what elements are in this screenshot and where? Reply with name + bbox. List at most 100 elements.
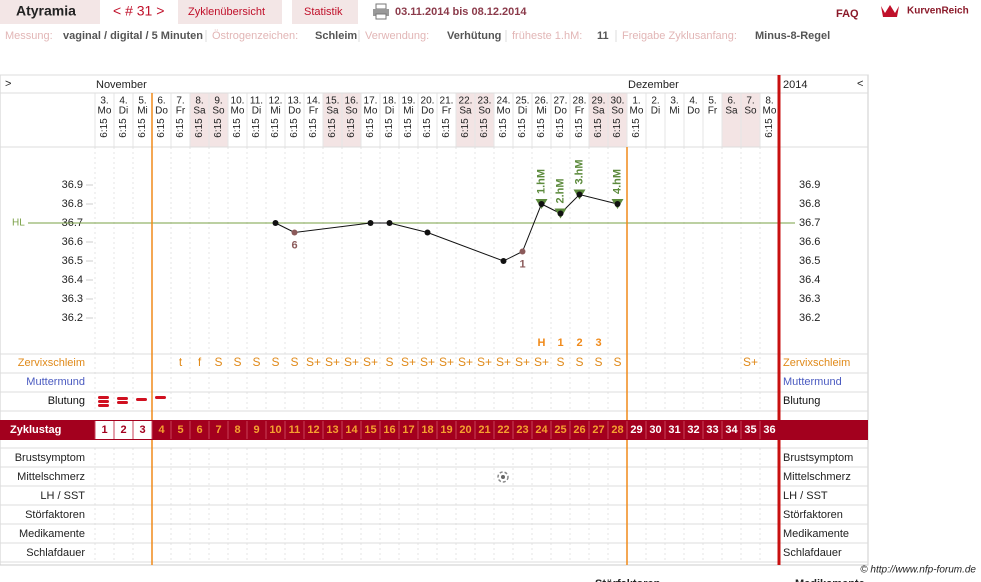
row-label: Schlafdauer — [783, 547, 842, 559]
day-weekday: Do — [687, 106, 700, 117]
row-label: Mittelschmerz — [783, 471, 851, 483]
cervix-value: S — [556, 355, 564, 369]
nav-left[interactable]: > — [5, 78, 11, 90]
day-weekday: So — [345, 106, 358, 117]
day-weekday: Do — [554, 106, 567, 117]
day-weekday: Di — [119, 106, 128, 117]
day-time: 6:15 — [536, 118, 547, 138]
day-weekday: Do — [421, 106, 434, 117]
temperature-label: 6 — [291, 239, 297, 251]
day-time: 6:15 — [118, 118, 129, 138]
day-date: 17. — [364, 96, 378, 107]
row-label: Schlafdauer — [26, 547, 85, 559]
cervix-value: S+ — [344, 355, 359, 369]
weekend-shade — [475, 93, 494, 147]
day-weekday: Mo — [364, 106, 378, 117]
day-weekday: Mo — [231, 106, 245, 117]
temperature-point — [386, 220, 393, 226]
y-tick-label: 36.7 — [799, 217, 820, 229]
day-weekday: Fr — [309, 106, 319, 117]
cycle-day: 21 — [478, 424, 490, 436]
cycle-day: 14 — [345, 424, 358, 436]
y-tick-label: 36.5 — [799, 255, 820, 267]
logo-icon — [881, 5, 899, 17]
day-time: 6:15 — [498, 118, 509, 138]
day-date: 29. — [592, 96, 606, 107]
cycle-day: 29 — [630, 424, 642, 436]
day-weekday: Di — [385, 106, 394, 117]
day-date: 4. — [119, 96, 127, 107]
tab-bg — [178, 0, 282, 24]
cycle-day: 26 — [573, 424, 585, 436]
day-weekday: Do — [155, 106, 168, 117]
row-label: LH / SST — [783, 490, 828, 502]
cycle-day: 1 — [101, 424, 107, 436]
name-box — [0, 0, 100, 24]
cycle-band-start — [95, 421, 152, 439]
weekend-shade — [323, 93, 342, 147]
temperature-point — [614, 201, 621, 207]
cervix-value: S+ — [325, 355, 340, 369]
day-weekday: Mi — [669, 106, 680, 117]
cycle-day: 31 — [668, 424, 680, 436]
day-time: 6:15 — [213, 118, 224, 138]
weekend-shade — [722, 93, 741, 147]
day-date: 5. — [708, 96, 716, 107]
row-label: Zervixschleim — [18, 357, 85, 369]
day-date: 8. — [195, 96, 203, 107]
hm-label: 2.hM — [554, 178, 566, 203]
cycle-day: 24 — [535, 424, 548, 436]
day-weekday: So — [611, 106, 624, 117]
day-weekday: Sa — [725, 106, 738, 117]
tab[interactable]: Zyklenübersicht — [188, 6, 265, 18]
day-weekday: Fr — [442, 106, 452, 117]
cycle-day: 3 — [139, 424, 145, 436]
cycle-nav[interactable]: < # 31 > — [113, 3, 164, 19]
cervix-value: f — [198, 355, 202, 369]
y-tick-label: 36.9 — [62, 179, 83, 191]
day-date: 19. — [402, 96, 416, 107]
cervix-value: S+ — [420, 355, 435, 369]
cervix-value: S+ — [401, 355, 416, 369]
day-weekday: Sa — [592, 106, 605, 117]
cervix-value: S+ — [515, 355, 530, 369]
day-time: 6:15 — [327, 118, 338, 138]
day-date: 20. — [421, 96, 435, 107]
cycle-day: 4 — [158, 424, 165, 436]
day-time: 6:15 — [251, 118, 262, 138]
weekend-shade — [608, 93, 627, 147]
y-tick-label: 36.5 — [62, 255, 83, 267]
row-label: Blutung — [783, 395, 820, 407]
day-time: 6:15 — [289, 118, 300, 138]
y-tick-label: 36.3 — [799, 293, 820, 305]
day-date: 11. — [250, 96, 263, 107]
day-time: 6:15 — [517, 118, 528, 138]
temperature-point — [500, 258, 507, 264]
temperature-point — [424, 229, 431, 236]
cycle-day: 15 — [364, 424, 376, 436]
cervix-value: S — [233, 355, 241, 369]
tab-bg — [292, 0, 358, 24]
row-label: Brustsymptom — [783, 452, 853, 464]
tab[interactable]: Statistik — [304, 6, 343, 18]
cycle-day: 35 — [744, 424, 756, 436]
date-range: 03.11.2014 bis 08.12.2014 — [395, 6, 527, 18]
cycle-day: 27 — [592, 424, 604, 436]
nav-right[interactable]: < — [857, 78, 863, 90]
y-tick-label: 36.6 — [799, 236, 820, 248]
day-date: 1. — [632, 96, 640, 107]
cycle-day: 16 — [383, 424, 395, 436]
row-label: Muttermund — [783, 376, 842, 388]
faq-link[interactable]: FAQ — [836, 8, 859, 20]
cervix-value: S+ — [743, 355, 758, 369]
day-weekday: Fr — [176, 106, 186, 117]
day-time: 6:15 — [555, 118, 566, 138]
day-time: 6:15 — [384, 118, 395, 138]
y-tick-label: 36.2 — [62, 312, 83, 324]
cycle-day: 2 — [120, 424, 126, 436]
day-time: 6:15 — [232, 118, 243, 138]
day-date: 9. — [214, 96, 222, 107]
row-label: Mittelschmerz — [17, 471, 85, 483]
